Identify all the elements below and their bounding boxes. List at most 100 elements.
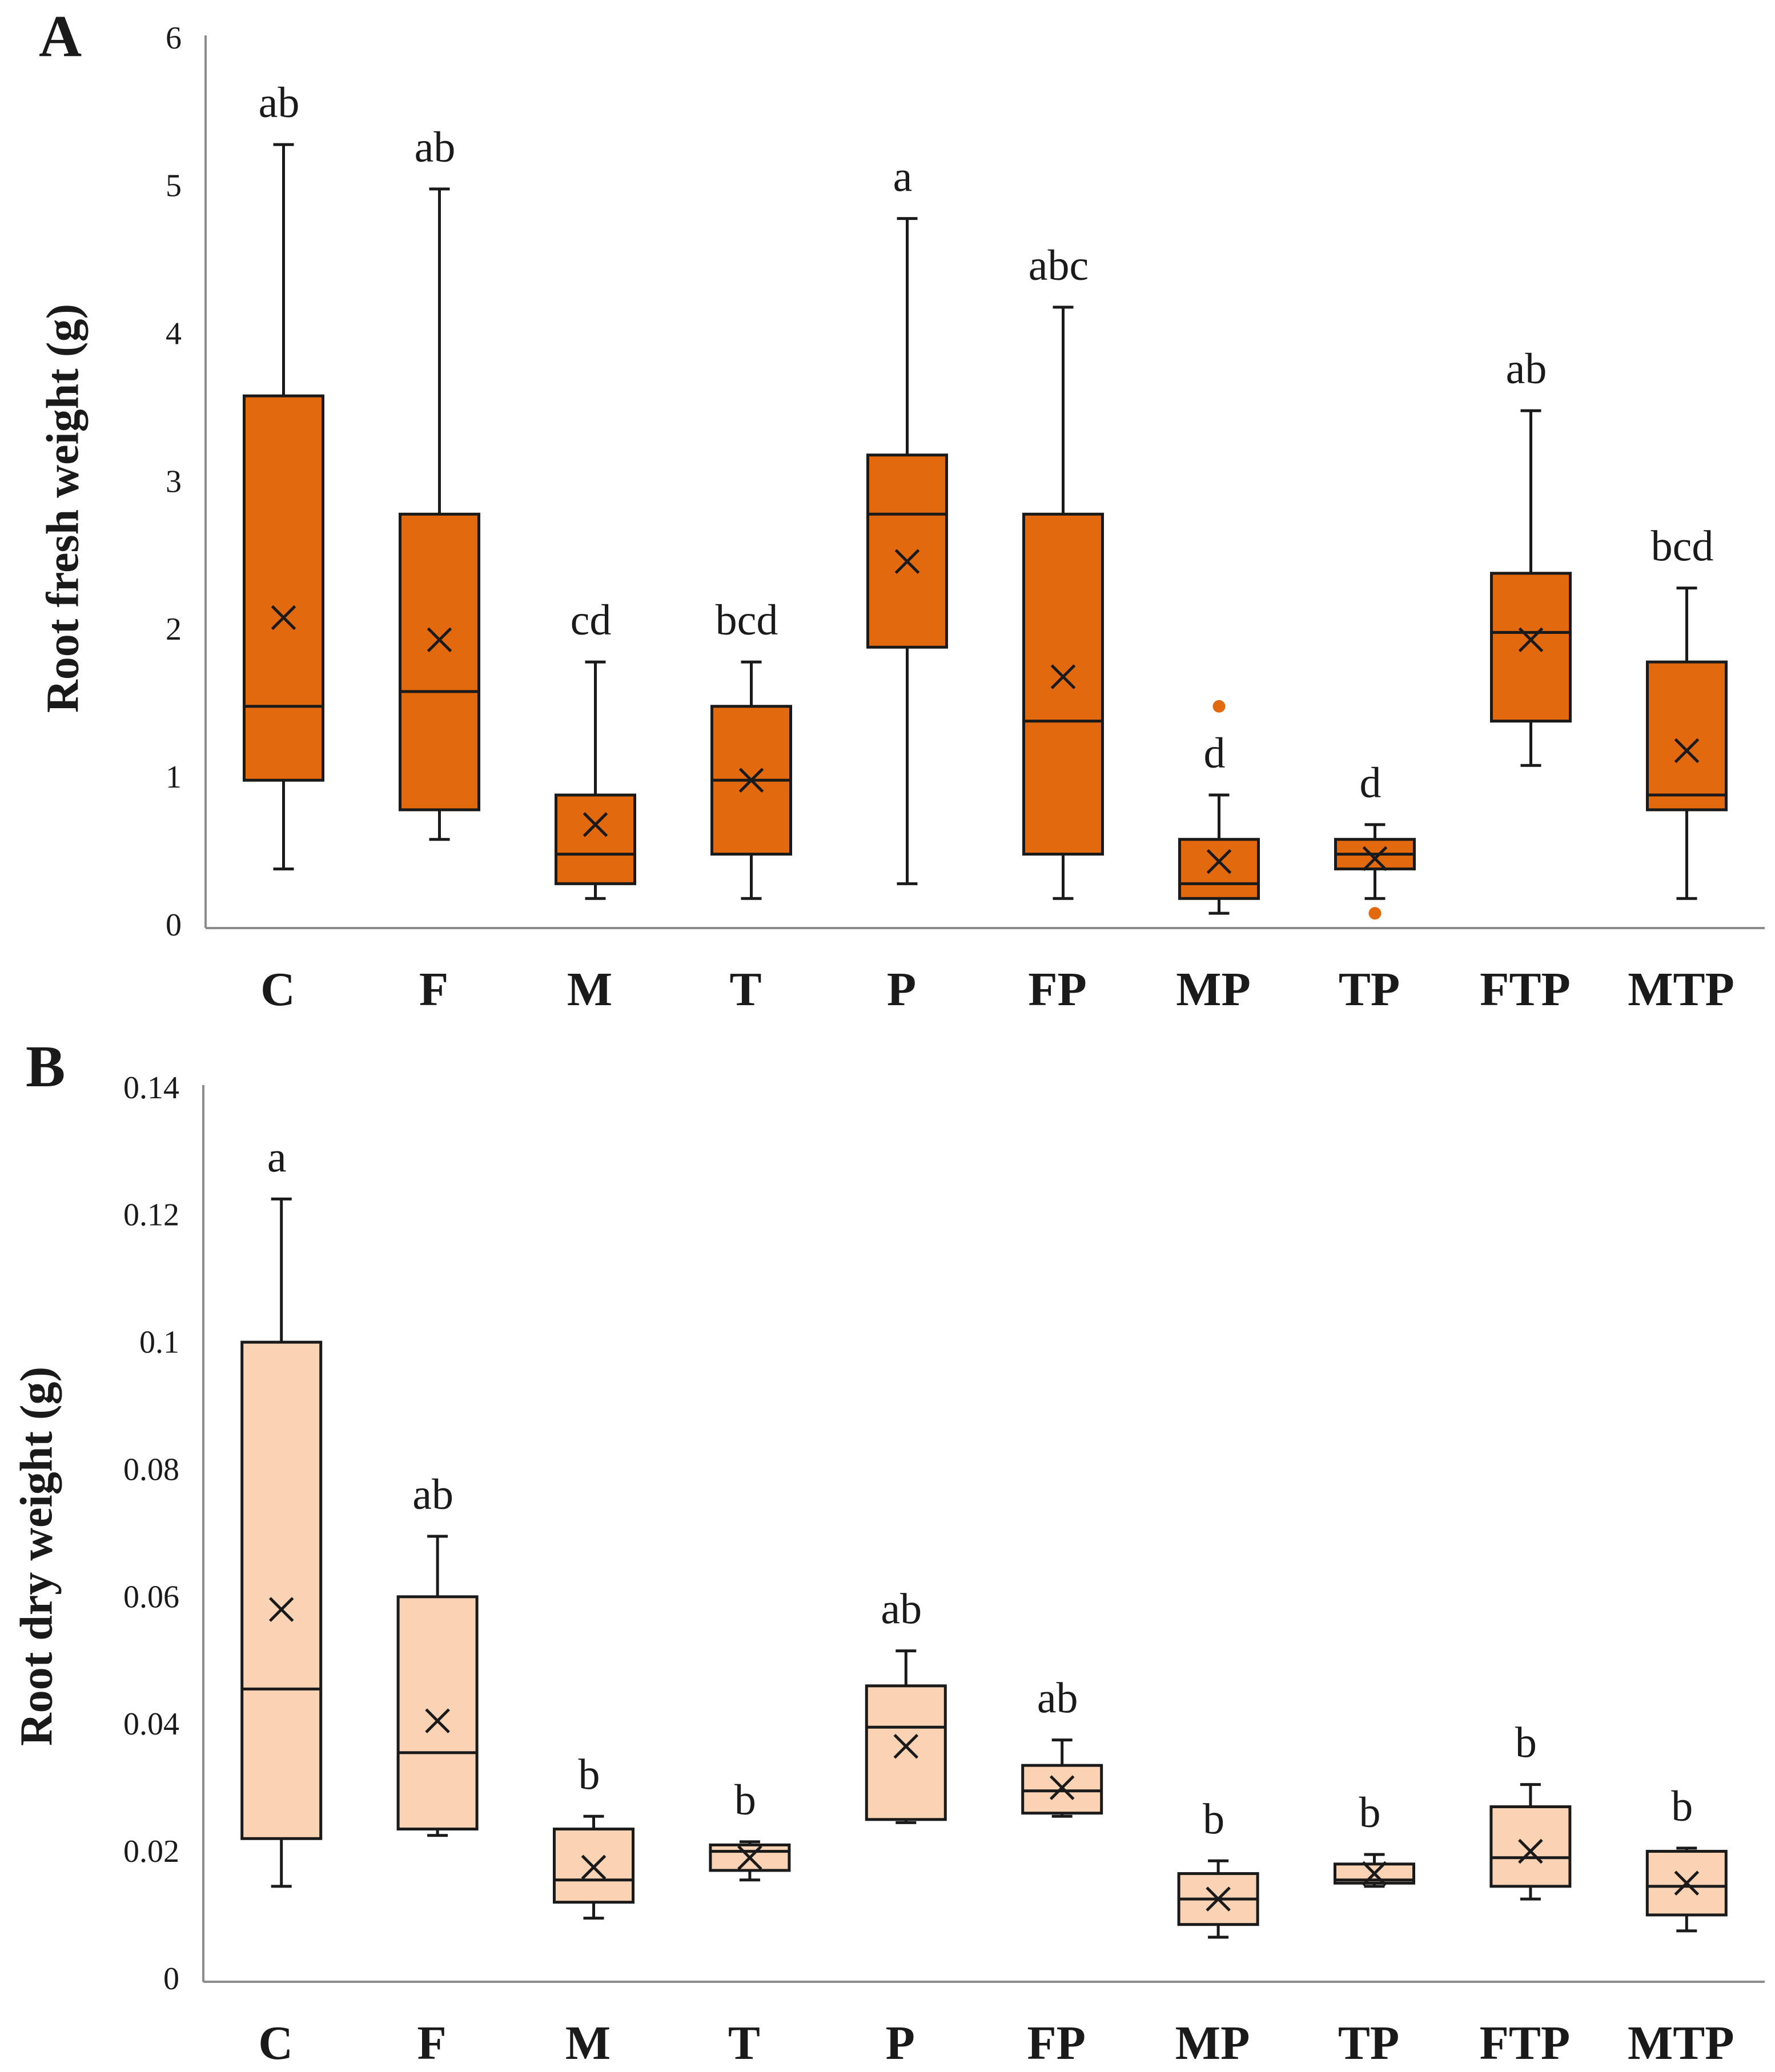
significance-letter: bcd (716, 596, 778, 644)
box-tp (1334, 1853, 1415, 1888)
x-tick-label: MP (1175, 2017, 1250, 2070)
significance-letter: cd (571, 596, 612, 644)
x-tick-label: T (729, 963, 761, 1016)
mean-marker (1674, 738, 1700, 764)
panel-label-b: B (26, 1034, 65, 1099)
y-tick-label: 0.12 (123, 1198, 179, 1233)
significance-letter: b (1203, 1795, 1224, 1843)
boxes-a (243, 143, 1728, 920)
mean-marker (1050, 664, 1076, 689)
x-tick-label: TP (1339, 963, 1400, 1016)
y-tick-label: 6 (166, 21, 182, 56)
iqr-box (1022, 512, 1104, 856)
boxes-b (240, 1197, 1728, 1939)
x-tick-label: MP (1176, 963, 1251, 1016)
y-tick-label: 0.14 (123, 1070, 179, 1106)
box-mtp (1646, 587, 1728, 900)
significance-letter: d (1204, 729, 1226, 777)
significance-letter: ab (881, 1585, 922, 1633)
significance-letter: b (1359, 1789, 1381, 1837)
significance-letter: b (579, 1750, 600, 1798)
mean-marker (427, 627, 452, 653)
y-tick-label: 0.02 (123, 1834, 179, 1869)
box-ftp (1489, 1783, 1572, 1901)
mean-marker (581, 1854, 607, 1880)
box-mtp (1645, 1846, 1728, 1933)
box-m (553, 1814, 634, 1920)
x-tick-label: TP (1338, 2017, 1399, 2070)
significance-labels-b: a ab b b ab ab b b b b (267, 1133, 1693, 1843)
x-tick-label: FTP (1480, 963, 1571, 1016)
iqr-box (1646, 660, 1728, 812)
significance-letter: bcd (1651, 523, 1714, 571)
y-tick-label: 3 (166, 464, 182, 499)
mean-marker (1049, 1775, 1075, 1800)
y-tick-label: 0 (166, 907, 182, 943)
panel-b: B Root dry weight (g) 0 0.02 0.04 0.06 0.08 0… (11, 1034, 1765, 2070)
box-mp (1177, 1859, 1259, 1939)
y-tick-label: 0 (163, 1961, 179, 1997)
box-fp (1021, 1738, 1103, 1818)
mean-marker (1206, 1886, 1231, 1912)
y-tick-label: 0.04 (123, 1706, 179, 1742)
mean-marker (268, 1597, 294, 1622)
iqr-box (243, 394, 324, 782)
x-tick-label: P (886, 2017, 915, 2070)
y-tick-label: 5 (166, 168, 182, 204)
significance-letter: ab (259, 79, 300, 127)
iqr-box (1490, 572, 1572, 723)
significance-letter: a (893, 153, 913, 201)
x-tick-label: MTP (1628, 2017, 1734, 2070)
significance-letter: b (1515, 1719, 1537, 1767)
y-tick-label: 1 (166, 760, 182, 795)
significance-letter: a (267, 1133, 287, 1181)
axes-b: 00.020.040.060.080.10.120.14C F M T P FP MP TP F… (123, 1070, 1765, 2070)
mean-marker (1518, 1838, 1543, 1864)
y-axis-label-a: Root fresh weight (g) (38, 304, 88, 713)
box-c (240, 1197, 323, 1888)
iqr-box (1178, 838, 1260, 900)
box-p (866, 217, 948, 885)
x-tick-label: FP (1028, 963, 1087, 1016)
x-tick-label: F (417, 2017, 446, 2070)
iqr-box (396, 1595, 479, 1831)
y-tick-label: 0.08 (123, 1452, 179, 1487)
iqr-box (555, 793, 636, 885)
panel-label-a: A (39, 3, 82, 69)
mean-marker (738, 768, 764, 793)
iqr-box (865, 1684, 947, 1821)
significance-letter: ab (1506, 345, 1547, 393)
y-axis-label-b: Root dry weight (g) (11, 1367, 62, 1746)
significance-letter: d (1360, 759, 1382, 807)
iqr-box (866, 453, 948, 649)
x-tick-label: P (887, 963, 916, 1016)
mean-marker (737, 1845, 762, 1870)
x-tick-label: M (565, 2017, 611, 2070)
iqr-box (399, 512, 480, 812)
mean-marker (1206, 849, 1232, 874)
significance-letter: ab (412, 1471, 453, 1519)
significance-letter: b (1671, 1782, 1693, 1830)
mean-marker (893, 1733, 919, 1759)
significance-letter: b (734, 1776, 756, 1824)
iqr-box (240, 1340, 323, 1840)
box-fp (1022, 306, 1104, 900)
box-f (396, 1535, 479, 1837)
outlier-point (1212, 700, 1226, 713)
mean-marker (894, 549, 920, 574)
y-tick-label: 4 (166, 316, 182, 352)
x-tick-label: C (260, 963, 295, 1016)
box-f (399, 187, 480, 841)
box-mp (1178, 700, 1260, 915)
x-tick-label: C (258, 2017, 293, 2070)
box-t (709, 1840, 791, 1882)
y-tick-label: 0.1 (139, 1325, 179, 1360)
significance-letter: ab (1037, 1675, 1078, 1722)
x-tick-label: F (419, 963, 448, 1016)
y-tick-label: 2 (166, 612, 182, 647)
mean-marker (271, 605, 296, 631)
